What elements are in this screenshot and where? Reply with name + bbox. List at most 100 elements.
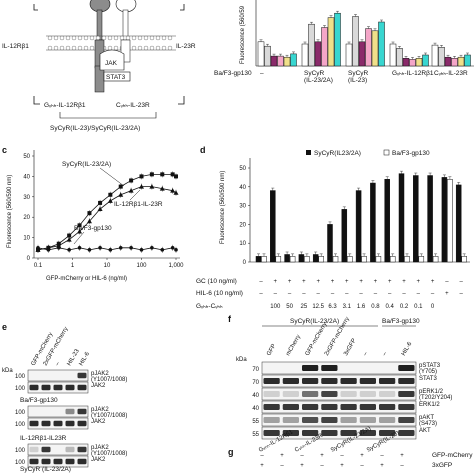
blot-f-header-right: Ba/F3-gp130 xyxy=(382,318,420,325)
lipid-head xyxy=(167,45,173,51)
bar xyxy=(455,184,462,263)
lipid-head xyxy=(149,45,155,51)
data-point xyxy=(149,184,155,189)
blot-band xyxy=(398,365,415,371)
lipid-head xyxy=(65,45,71,51)
condition-cell: – xyxy=(445,279,449,285)
lipid-head xyxy=(131,35,137,41)
blot-band xyxy=(53,384,63,391)
lipid-head xyxy=(77,35,83,41)
group-label: SyCyR (IL-23/2A) xyxy=(304,70,333,84)
y-tick-label: 40 xyxy=(239,185,246,191)
condition-cell: + xyxy=(388,279,392,285)
blot-band xyxy=(321,404,338,410)
bar xyxy=(431,44,439,67)
panel-f-label: f xyxy=(228,314,232,324)
data-point xyxy=(66,237,72,242)
condition-cell: 0.2 xyxy=(400,304,409,310)
blot-band xyxy=(77,420,87,427)
data-point xyxy=(129,246,133,250)
blot-band xyxy=(379,417,396,423)
blot-e-group-1: Ba/F3-gp130 xyxy=(20,397,58,404)
y-tick-label: 0 xyxy=(243,260,247,266)
condition-cell: + xyxy=(359,279,363,285)
blot-band xyxy=(321,430,338,436)
condition-cell: + xyxy=(274,279,278,285)
bar xyxy=(375,256,382,263)
left-receptor-label: IL-12Rβ1 xyxy=(2,43,29,50)
top-right-ylabel: Fluorescence (560/59 xyxy=(240,5,246,64)
y-tick-label: 20 xyxy=(239,222,246,228)
blot-band xyxy=(379,404,396,410)
membrane xyxy=(46,35,176,51)
blot-strip xyxy=(261,413,417,427)
lipid-head xyxy=(161,35,167,41)
condition-cell: – xyxy=(388,291,392,297)
blot-f-kda: kDa xyxy=(236,357,247,363)
y-tick-label: 30 xyxy=(23,195,30,201)
chart-d-legend: SyCyR(IL23/2A) Ba/F3-gp130 xyxy=(306,149,430,157)
data-point xyxy=(87,248,92,252)
data-point xyxy=(36,246,40,250)
bar xyxy=(298,254,305,263)
condition-cell: + xyxy=(402,279,406,285)
band-label: pJAK2 (Y1007/1008) xyxy=(91,407,127,419)
bar xyxy=(275,256,282,263)
condition-cell: 6.3 xyxy=(328,304,337,310)
lipid-head xyxy=(125,35,131,41)
lipid-head xyxy=(149,35,155,41)
lipid-head xyxy=(59,45,65,51)
y-tick-label: 20 xyxy=(23,215,30,221)
panel-d-label: d xyxy=(200,145,206,155)
bar xyxy=(444,56,452,67)
bar xyxy=(365,28,372,67)
mw-label: 55 xyxy=(252,432,259,438)
lipid-head xyxy=(113,45,119,51)
lipid-head xyxy=(47,35,53,41)
bar xyxy=(371,30,379,67)
condition-cell: – xyxy=(360,463,364,469)
lipid-head xyxy=(113,35,119,41)
band-label: JAK2 xyxy=(91,383,106,389)
blot-strip xyxy=(261,374,417,388)
condition-cell: 3.1 xyxy=(343,304,352,310)
condition-cell: – xyxy=(374,291,378,297)
mw-label: 70 xyxy=(252,380,259,386)
blot-strip xyxy=(261,387,417,401)
lipid-head xyxy=(107,35,113,41)
data-point xyxy=(139,184,144,189)
blot-e-group-2: IL-12Rβ1-IL23R xyxy=(20,435,67,442)
blot-band xyxy=(77,458,87,465)
bar xyxy=(457,56,465,67)
data-point xyxy=(149,172,154,177)
bottom-left-label: Gᵥₕₕ-IL-12Rβ1 xyxy=(44,102,86,109)
lipid-head xyxy=(167,35,173,41)
data-point xyxy=(108,192,113,197)
blot-band xyxy=(282,404,299,410)
data-point xyxy=(139,248,144,252)
condition-cell: – xyxy=(331,291,335,297)
legend-label-sycyr: SyCyR(IL23/2A) xyxy=(314,150,361,157)
blot-band xyxy=(398,404,415,410)
condition-cell: + xyxy=(445,291,449,297)
condition-cell: + xyxy=(302,279,306,285)
data-point xyxy=(139,174,144,179)
blot-band xyxy=(41,420,51,427)
bar xyxy=(261,256,267,263)
group-label: – xyxy=(260,70,264,77)
chart-c: c Fluorescence (560/590 nm) 01020304050 … xyxy=(2,145,184,282)
condition-cell: – xyxy=(288,291,292,297)
blot-band xyxy=(340,378,357,384)
panel-e-label: e xyxy=(2,322,7,332)
data-point xyxy=(170,246,175,250)
y-tick-label: 40 xyxy=(23,174,30,180)
bar xyxy=(255,256,262,263)
condition-cell: – xyxy=(431,291,435,297)
blot-band xyxy=(321,365,338,371)
band-label: ERK1/2 xyxy=(419,402,440,408)
data-point xyxy=(173,190,179,195)
data-point xyxy=(98,246,102,250)
column-label: GFP xyxy=(266,343,277,357)
bar xyxy=(398,173,405,263)
